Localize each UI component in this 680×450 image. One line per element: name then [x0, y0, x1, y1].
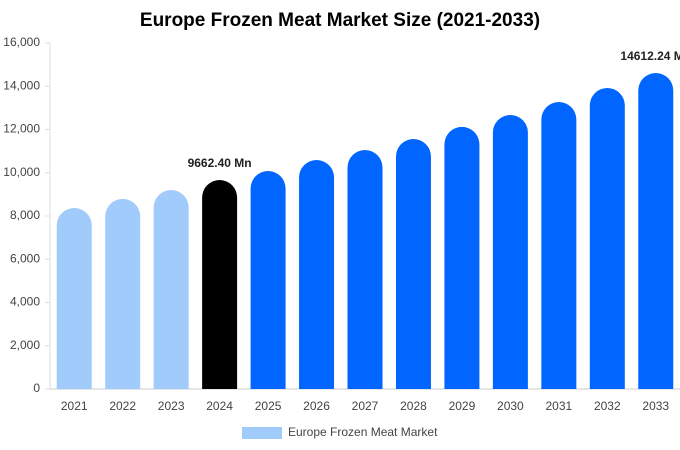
bar — [250, 171, 286, 389]
bar — [638, 73, 674, 389]
value-label: 14612.24 Mn — [620, 49, 680, 63]
bar — [105, 198, 141, 389]
x-tick-label: 2032 — [594, 399, 621, 413]
x-tick-label: 2023 — [158, 399, 185, 413]
x-tick-label: 2026 — [303, 399, 330, 413]
y-tick-label: 8,000 — [10, 208, 40, 222]
bar — [202, 180, 238, 389]
x-tick-label: 2029 — [449, 399, 476, 413]
bar — [153, 190, 189, 389]
legend-swatch — [242, 427, 282, 439]
bar — [347, 150, 383, 389]
x-tick-label: 2033 — [642, 399, 669, 413]
bar — [299, 159, 335, 389]
y-tick-label: 12,000 — [3, 122, 40, 136]
x-tick-label: 2031 — [545, 399, 572, 413]
x-tick-label: 2027 — [352, 399, 379, 413]
x-tick-label: 2030 — [497, 399, 524, 413]
y-tick-label: 16,000 — [3, 35, 40, 49]
x-tick-label: 2021 — [61, 399, 88, 413]
y-tick-label: 2,000 — [10, 338, 40, 352]
bar — [56, 208, 92, 389]
bar — [444, 126, 480, 390]
bar — [589, 87, 625, 389]
bar — [492, 115, 528, 390]
x-tick-label: 2028 — [400, 399, 427, 413]
y-tick-label: 14,000 — [3, 78, 40, 92]
bar — [541, 102, 577, 389]
y-tick-label: 6,000 — [10, 251, 40, 265]
x-tick-label: 2025 — [255, 399, 282, 413]
x-tick-label: 2022 — [109, 399, 136, 413]
chart-title: Europe Frozen Meat Market Size (2021-203… — [140, 10, 540, 31]
value-label: 9662.40 Mn — [188, 156, 252, 170]
x-tick-label: 2024 — [206, 399, 233, 413]
legend-label: Europe Frozen Meat Market — [288, 425, 438, 439]
bar — [395, 139, 431, 389]
y-tick-label: 10,000 — [3, 165, 40, 179]
y-tick-label: 0 — [33, 381, 40, 395]
y-tick-label: 4,000 — [10, 295, 40, 309]
